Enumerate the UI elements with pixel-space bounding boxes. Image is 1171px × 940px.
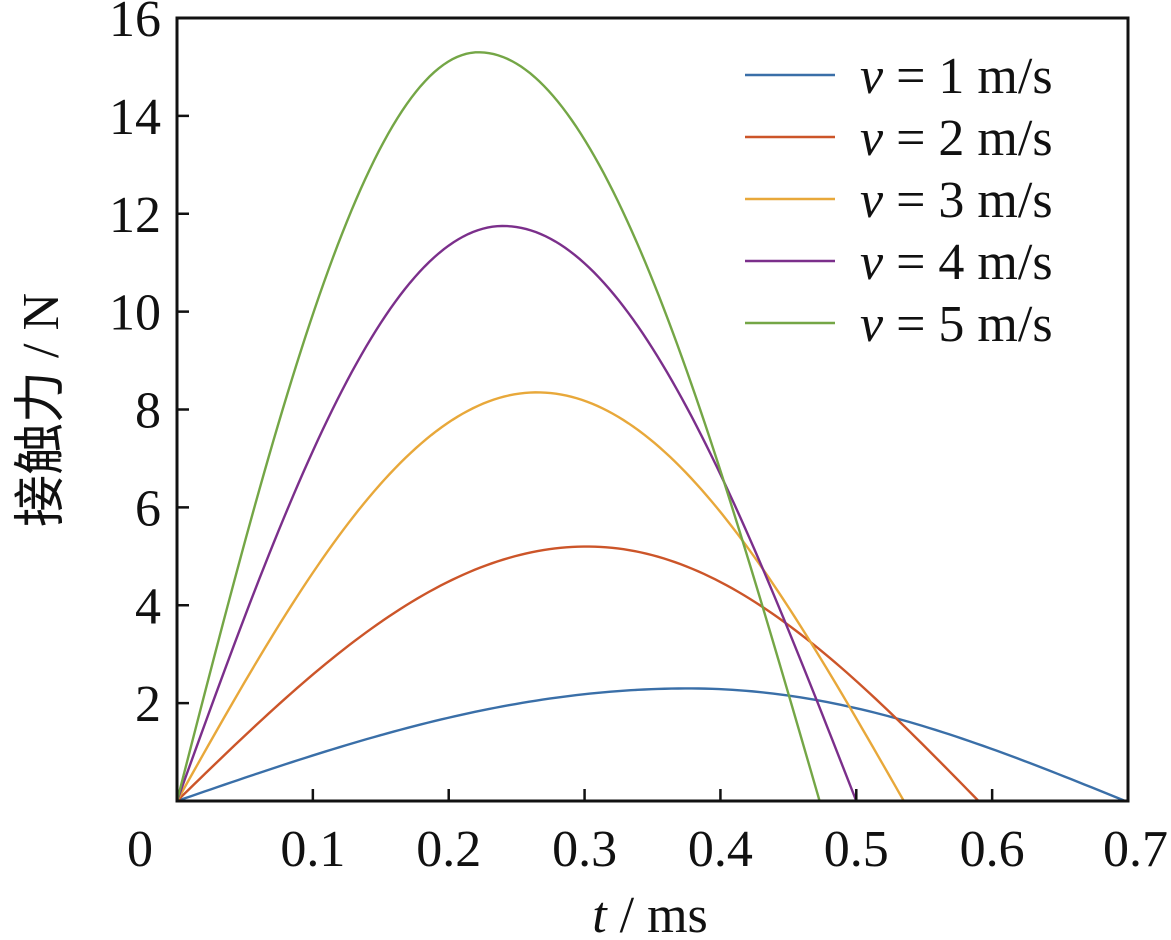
legend: v = 1 m/sv = 2 m/sv = 3 m/sv = 4 m/sv = …: [745, 48, 1053, 353]
x-tick-label: 0: [127, 821, 153, 878]
legend-item-5: v = 5 m/s: [745, 296, 1053, 353]
series-line-2: [177, 545, 980, 801]
y-tick-label: 4: [135, 578, 161, 635]
x-tick-label: 0.4: [688, 821, 753, 878]
legend-item-1: v = 1 m/s: [745, 48, 1053, 105]
x-tick-label: 0.6: [960, 821, 1025, 878]
y-tick-label: 14: [109, 89, 161, 146]
x-tick-label: 0.2: [416, 821, 481, 878]
series-line-1: [177, 687, 1126, 801]
series-line-4: [177, 224, 858, 801]
legend-label: v = 3 m/s: [860, 172, 1053, 229]
x-tick-label: 0.3: [552, 821, 617, 878]
legend-item-2: v = 2 m/s: [745, 110, 1053, 167]
y-axis-label: 接触力 / N: [13, 293, 70, 527]
legend-item-4: v = 4 m/s: [745, 234, 1053, 291]
x-axis-label-unit: / ms: [607, 887, 708, 940]
y-axis: 2 4 6 8 10 12 14 16: [109, 0, 189, 733]
legend-label: v = 5 m/s: [860, 296, 1053, 353]
x-axis-label-var: t: [592, 887, 608, 940]
x-tick-label: 0.1: [280, 821, 345, 878]
x-axis-label: t / ms: [592, 887, 708, 940]
x-axis: 0 0.1 0.2 0.3 0.4 0.5 0.6 0.7: [127, 789, 1168, 878]
series-line-5: [177, 51, 821, 801]
legend-label: v = 4 m/s: [860, 234, 1053, 291]
series-group: [177, 51, 1126, 801]
y-tick-label: 12: [109, 187, 161, 244]
x-tick-label: 0.7: [1103, 821, 1168, 878]
x-tick-label: 0.5: [824, 821, 889, 878]
y-tick-label: 2: [135, 676, 161, 733]
y-tick-label: 16: [109, 0, 161, 48]
legend-item-3: v = 3 m/s: [745, 172, 1053, 229]
y-tick-label: 8: [135, 383, 161, 440]
legend-label: v = 2 m/s: [860, 110, 1053, 167]
y-tick-label: 6: [135, 480, 161, 537]
series-line-3: [177, 391, 905, 801]
legend-label: v = 1 m/s: [860, 48, 1053, 105]
y-tick-label: 10: [109, 285, 161, 342]
